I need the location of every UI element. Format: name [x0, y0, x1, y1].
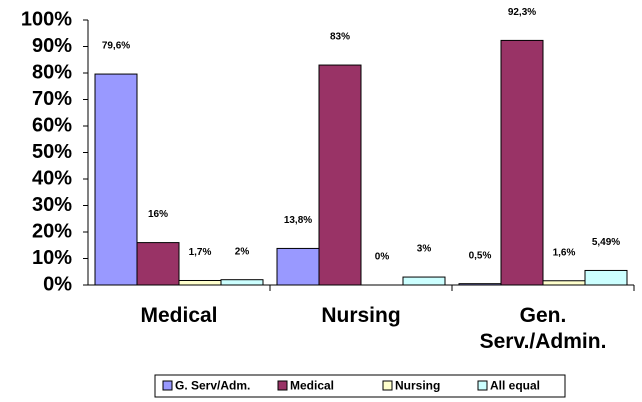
x-tick-label: Medical — [140, 304, 218, 327]
value-label: 79,6% — [102, 41, 130, 52]
value-label: 83% — [330, 32, 350, 43]
legend-label: All equal — [490, 379, 540, 393]
bar — [220, 279, 264, 286]
legend-label: G. Serv/Adm. — [175, 379, 250, 393]
value-label: 92,3% — [508, 7, 536, 18]
y-tick-label: 100% — [21, 8, 72, 30]
x-tick-group: Nursing — [321, 304, 401, 327]
y-tick-label: 80% — [32, 61, 72, 83]
value-label: 1,7% — [189, 247, 212, 258]
x-tick-label: Gen. Serv./Admin. — [479, 304, 607, 353]
y-tick-label: 0% — [43, 273, 72, 295]
y-tick-label: 10% — [32, 247, 72, 269]
legend-key — [277, 380, 288, 391]
value-label: 2% — [235, 246, 250, 257]
value-label: 0,5% — [469, 250, 492, 261]
bar — [542, 280, 586, 286]
bar — [318, 64, 362, 286]
y-tick-label: 30% — [32, 194, 72, 216]
legend-key — [162, 380, 173, 391]
bar — [94, 73, 138, 286]
y-tick-label: 20% — [32, 220, 72, 242]
bar — [500, 39, 544, 286]
y-tick-label: 50% — [32, 141, 72, 163]
legend-key — [382, 380, 393, 391]
value-label: 0% — [375, 252, 390, 263]
value-label: 3% — [417, 244, 432, 255]
y-tick-label: 70% — [32, 88, 72, 110]
bar — [276, 247, 320, 286]
value-label: 1,6% — [553, 247, 576, 258]
y-tick-label: 90% — [32, 35, 72, 57]
legend-label: Nursing — [395, 379, 440, 393]
legend-box — [154, 374, 566, 398]
x-tick-group: Medical — [140, 304, 218, 327]
bar — [402, 276, 446, 286]
value-label: 5,49% — [592, 237, 620, 248]
bar — [584, 269, 628, 286]
value-label: 13,8% — [284, 215, 312, 226]
legend-label: Medical — [290, 379, 334, 393]
legend-key — [477, 380, 488, 391]
value-label: 16% — [148, 209, 168, 220]
x-tick-group: Gen. Serv./Admin. — [479, 304, 607, 353]
bar — [178, 279, 222, 286]
bar — [136, 242, 180, 286]
y-tick-label: 60% — [32, 114, 72, 136]
x-tick-label: Nursing — [321, 304, 401, 327]
y-tick-label: 40% — [32, 167, 72, 189]
